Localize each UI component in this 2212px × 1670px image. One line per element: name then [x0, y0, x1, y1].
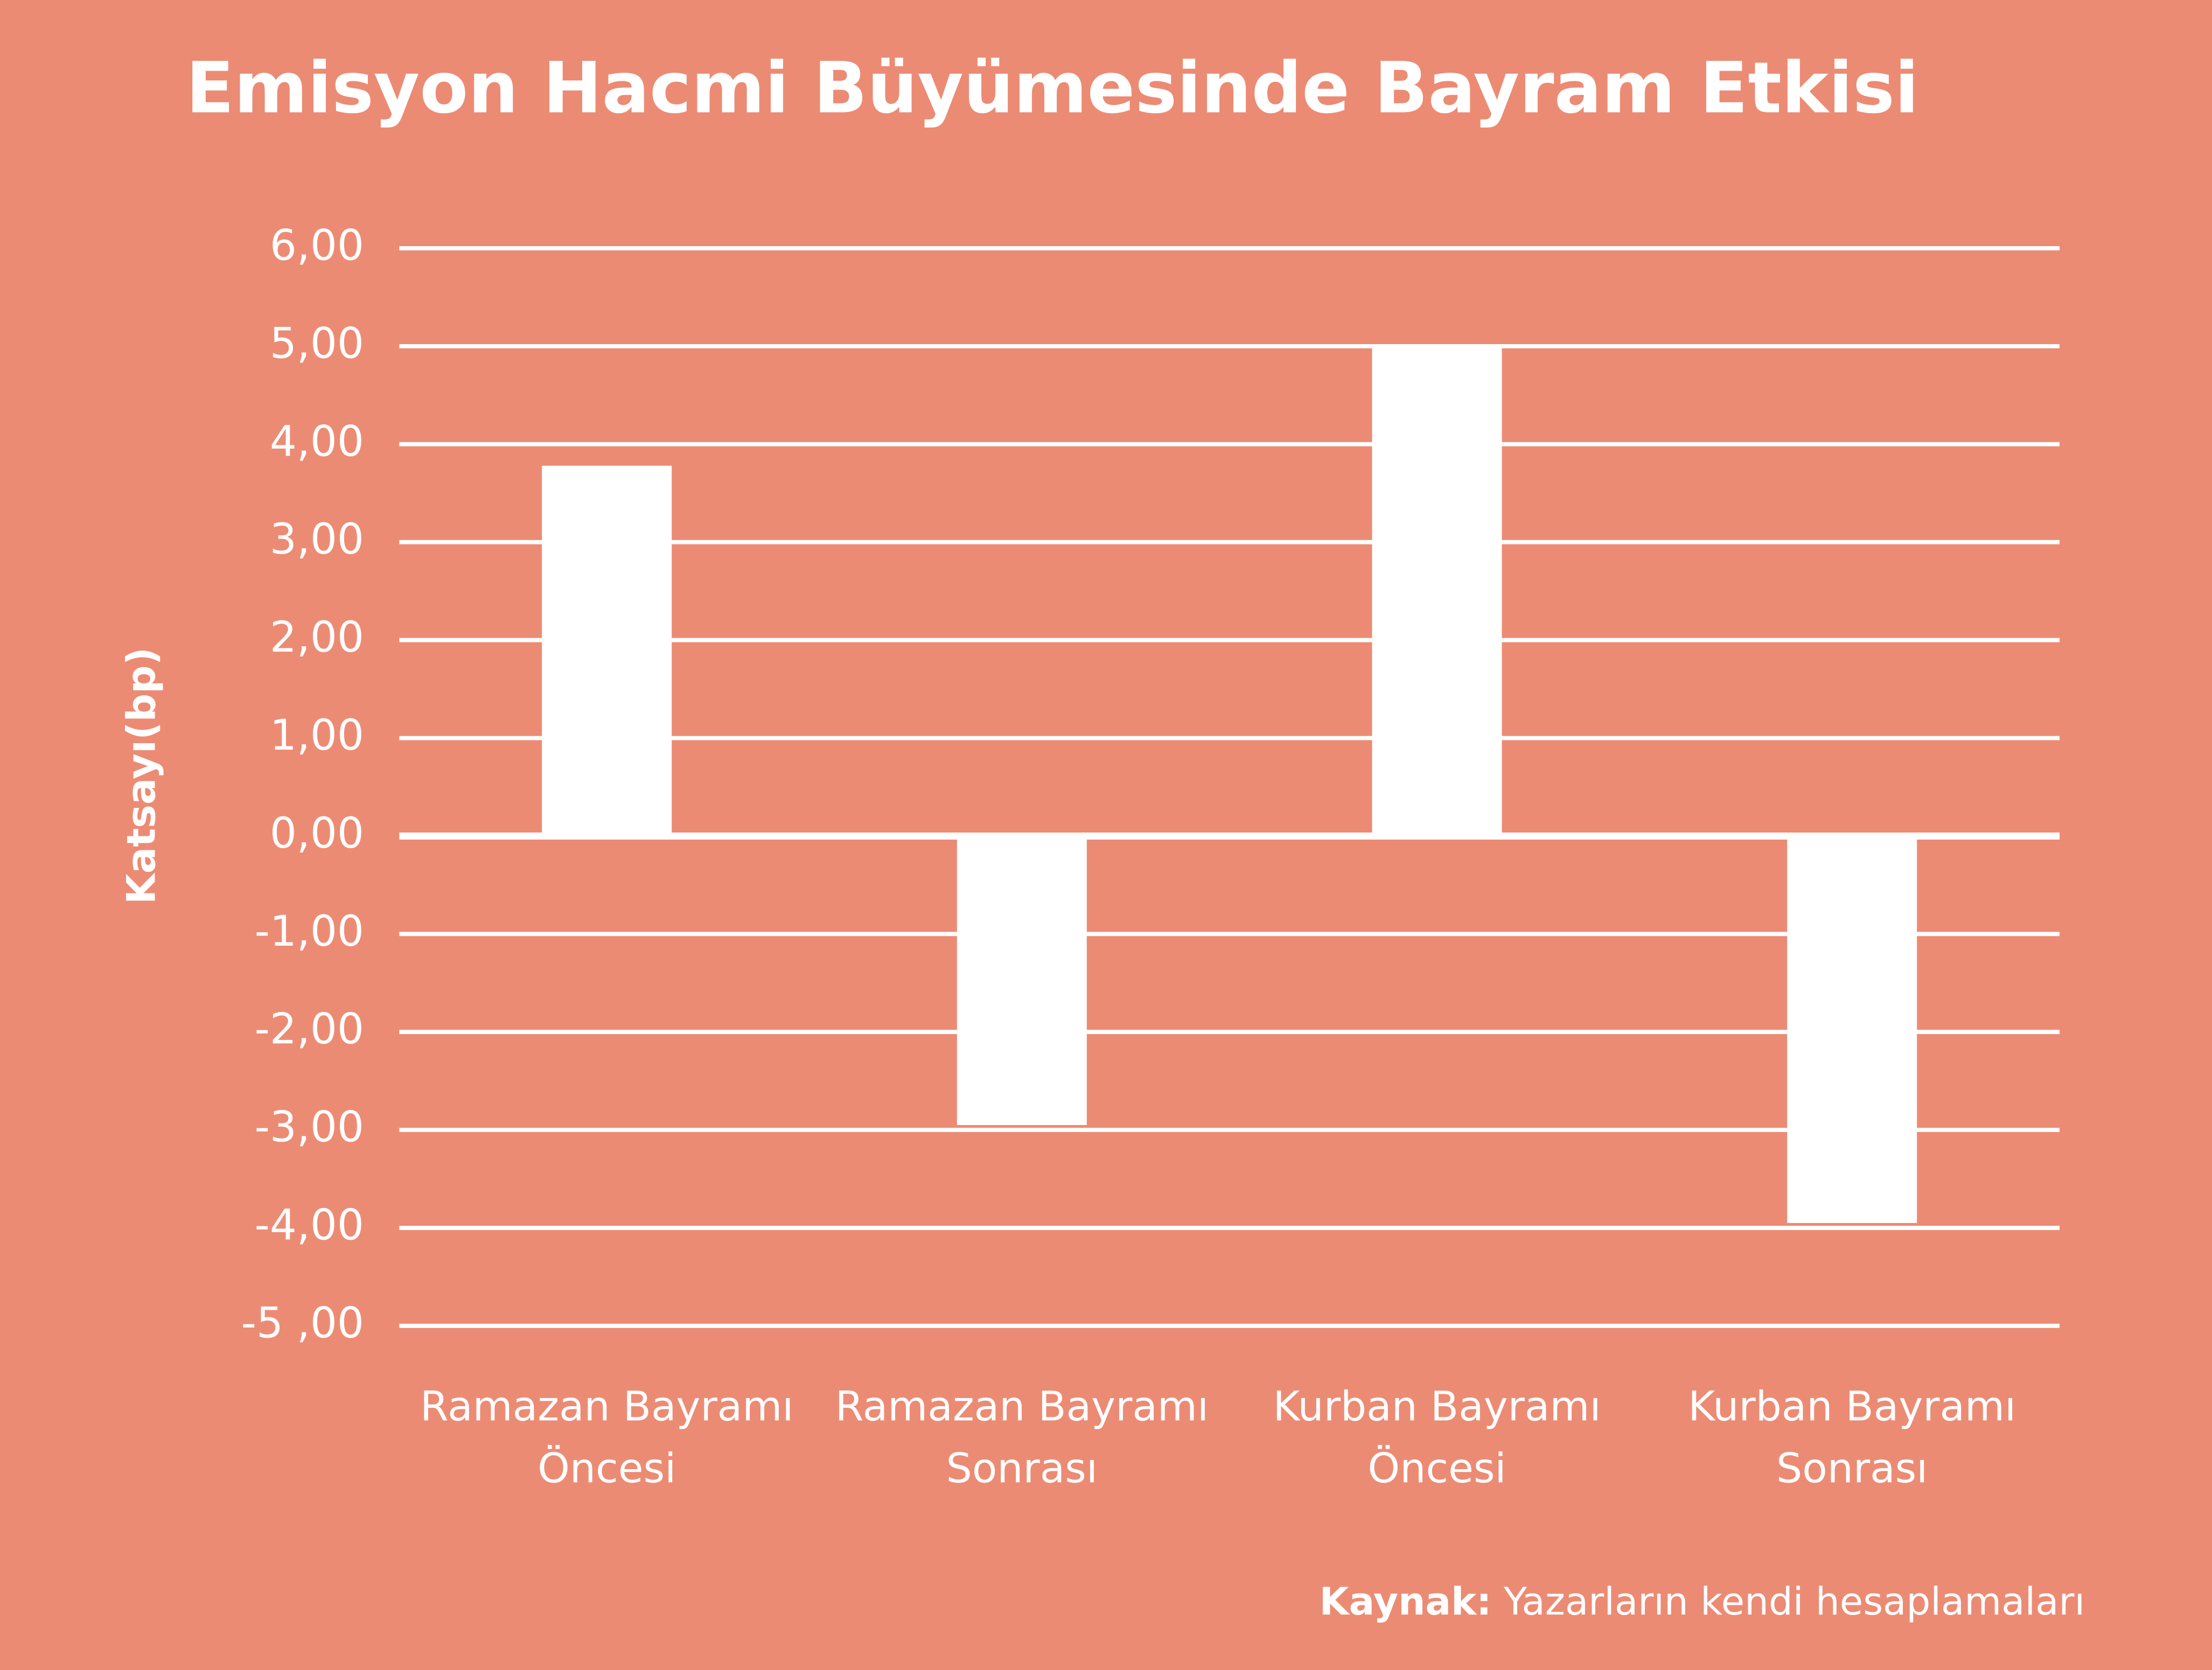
grid [399, 246, 2060, 1328]
source-note: Kaynak: Yazarların kendi hesaplamaları [1320, 1578, 2085, 1623]
y-tick-label: 2,00 [270, 612, 364, 662]
y-tick-label: -3,00 [255, 1102, 364, 1152]
y-tick-label: 0,00 [270, 808, 364, 858]
x-tick-label: Kurban Bayramı Öncesi [1273, 1382, 1601, 1492]
chart-title: Emisyon Hacmi Büyümesinde Bayram Etkisi [186, 47, 1919, 129]
y-tick-label: 6,00 [270, 220, 364, 270]
bar [957, 836, 1087, 1126]
y-axis-title: Katsayı(bp) [118, 647, 164, 904]
source-label: Kaynak: [1320, 1578, 1492, 1623]
y-tick-label: 4,00 [270, 416, 364, 466]
x-tick-label-box: Kurban Bayramı Öncesi [1273, 1382, 1601, 1492]
y-tick-label: -4,00 [255, 1200, 364, 1250]
y-tick-label: -2,00 [255, 1004, 364, 1054]
bar [1787, 836, 1917, 1223]
x-tick-label: Ramazan Bayramı Öncesi [420, 1382, 794, 1492]
bar [1372, 344, 1502, 836]
x-tick-label-box: Kurban Bayramı Sonrası [1688, 1382, 2016, 1492]
y-tick-label: 3,00 [270, 514, 364, 564]
x-tick-label-box: Ramazan Bayramı Öncesi [420, 1382, 794, 1492]
y-tick-label: -1,00 [255, 906, 364, 956]
y-tick-label: -5 ,00 [241, 1298, 364, 1347]
x-tick-label: Kurban Bayramı Sonrası [1688, 1382, 2016, 1492]
y-tick-label: 1,00 [270, 710, 364, 760]
source-text: Yazarların kendi hesaplamaları [1503, 1578, 2085, 1623]
x-tick-label: Ramazan Bayramı Sonrası [835, 1382, 1209, 1492]
x-tick-label-box: Ramazan Bayramı Sonrası [835, 1382, 1209, 1492]
bar [542, 465, 672, 836]
y-tick-label: 5,00 [270, 318, 364, 368]
